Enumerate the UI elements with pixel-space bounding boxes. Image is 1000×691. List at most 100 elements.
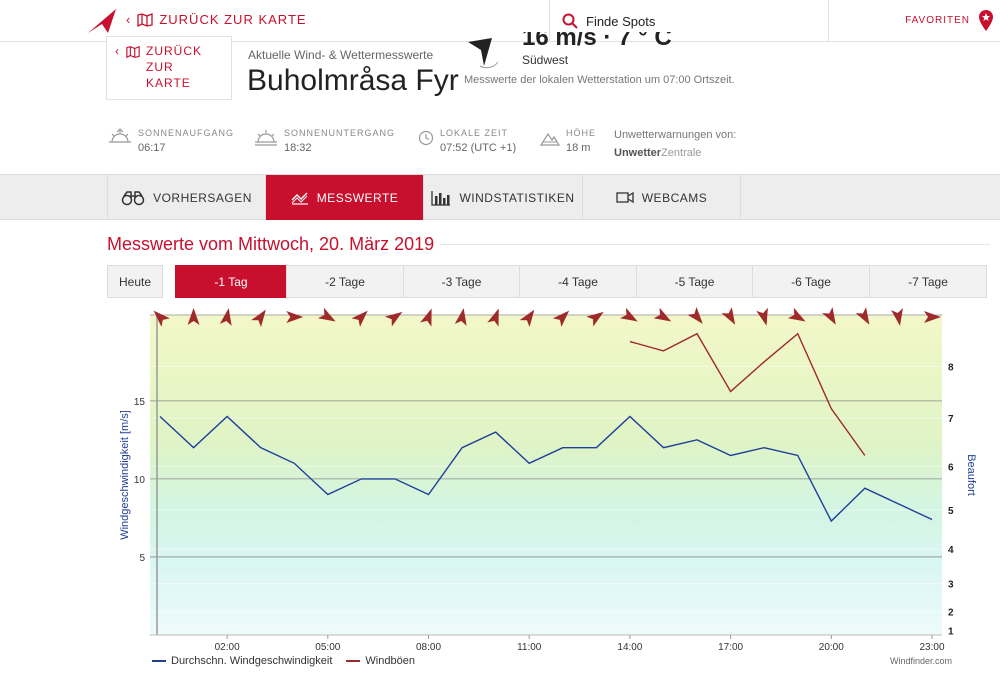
back-to-map-label: ZURÜCK ZUR KARTE	[159, 12, 307, 27]
tab-bar: VORHERSAGEN MESSWERTE WINDSTATISTIKEN WE…	[0, 174, 1000, 220]
back-to-map-link[interactable]: ‹ ZURÜCK ZUR KARTE	[126, 12, 307, 27]
location-pin-icon[interactable]	[978, 10, 994, 32]
wind-direction-arrow-shape	[822, 307, 836, 325]
wind-direction-arrow-shape	[153, 310, 170, 327]
beaufort-tick-label: 5	[948, 506, 954, 517]
wind-direction-arrow-shape	[721, 307, 736, 325]
sunrise-info: SONNENAUFGANG 06:17	[108, 128, 234, 154]
wind-direction-arrow-icon	[519, 309, 535, 327]
tab-forecasts[interactable]: VORHERSAGEN	[107, 175, 266, 220]
wind-direction-arrow-icon	[687, 307, 703, 324]
chevron-left-icon: ‹	[115, 44, 120, 58]
day-minus-1[interactable]: -1 Tag	[175, 265, 287, 298]
back-box-line1: ZURÜCK ZUR	[146, 44, 202, 74]
sunset-label: SONNENUNTERGANG	[284, 128, 396, 138]
legend-gusts-swatch	[346, 660, 361, 662]
day-minus-5[interactable]: -5 Tage	[636, 265, 753, 298]
wind-direction-arrow-shape	[756, 307, 768, 326]
chart-legend: Durchschn. Windgeschwindigkeit Windböen	[152, 655, 415, 667]
day-today[interactable]: Heute	[107, 265, 163, 298]
tab-wind-statistics[interactable]: WINDSTATISTIKEN	[424, 175, 583, 220]
beaufort-tick-label: 6	[948, 462, 954, 473]
tab-measurements[interactable]: MESSWERTE	[266, 175, 424, 220]
sunrise-value: 06:17	[138, 142, 166, 154]
wind-direction-arrow-icon	[855, 307, 870, 325]
day-minus-3[interactable]: -3 Tage	[403, 265, 520, 298]
wind-direction-arrow-icon	[721, 307, 736, 325]
search-field[interactable]: Finde Spots	[549, 0, 829, 42]
tab-webcams-label: WEBCAMS	[641, 190, 708, 205]
wind-direction-arrow-shape	[891, 308, 903, 326]
wind-direction-arrow-shape	[619, 307, 638, 322]
page-subtitle: Aktuelle Wind- & Wettermesswerte	[248, 48, 434, 62]
wind-direction-arrow-icon	[251, 309, 266, 327]
day-minus-6[interactable]: -6 Tage	[752, 265, 870, 298]
utc-offset: (UTC +1)	[470, 142, 517, 154]
wind-direction-arrow-shape	[586, 311, 604, 327]
chevron-left-icon: ‹	[126, 12, 132, 27]
wind-direction-arrow-icon	[420, 308, 432, 327]
unwetterzentrale-logo-light: Zentrale	[661, 147, 702, 159]
wind-direction-arrow-shape	[420, 308, 432, 327]
legend-avg-swatch	[152, 660, 166, 662]
height-info: HÖHE 18 m	[540, 128, 596, 154]
wind-direction-arrow-icon	[619, 307, 638, 322]
mountain-icon	[540, 132, 560, 146]
legend-gusts[interactable]: Windböen	[346, 655, 415, 667]
station-note: Messwerte der lokalen Wetterstation um 0…	[464, 74, 735, 86]
wind-direction-arrow-icon	[586, 311, 604, 327]
wind-direction-arrow-icon	[653, 307, 672, 322]
favorites-link[interactable]: FAVORITEN	[905, 15, 970, 26]
local-time-value: 07:52	[440, 142, 468, 154]
y-tick-label: 10	[134, 475, 146, 486]
wind-direction-arrow-icon	[468, 38, 499, 69]
wind-direction-arrow-icon	[351, 310, 368, 327]
day-minus-4[interactable]: -4 Tage	[519, 265, 637, 298]
x-tick-label: 17:00	[718, 642, 743, 652]
wind-direction-arrow-icon	[552, 310, 570, 327]
camera-icon	[616, 191, 634, 204]
beaufort-tick-label: 4	[948, 545, 954, 556]
wind-direction-arrow-icon	[924, 311, 941, 323]
wind-direction-arrow-icon	[153, 310, 170, 327]
binoculars-icon	[121, 190, 145, 205]
windfinder-logo-icon[interactable]	[86, 6, 120, 36]
wind-direction-arrow-shape	[384, 311, 403, 327]
wind-direction-arrow-icon	[822, 307, 836, 325]
wind-direction-arrow-shape	[787, 307, 806, 322]
unwetterzentrale-logo[interactable]: UnwetterZentrale	[614, 147, 701, 159]
wind-direction-arrow-shape	[351, 310, 368, 327]
tab-measurements-label: MESSWERTE	[316, 190, 399, 205]
back-to-map-box[interactable]: ‹ ZURÜCK ZUR KARTE	[106, 36, 232, 100]
wind-direction-arrow-shape	[552, 310, 570, 327]
day-selector: Heute -1 Tag -2 Tage -3 Tage -4 Tage -5 …	[107, 265, 988, 298]
wind-direction-arrow-icon	[487, 308, 499, 327]
wind-direction-arrow-icon	[891, 308, 903, 326]
gust-line	[629, 332, 866, 456]
bar-chart-icon	[431, 190, 451, 206]
x-tick-label: 11:00	[517, 642, 542, 652]
wind-direction-arrow-shape	[519, 309, 535, 327]
sunset-icon	[255, 130, 277, 146]
day-minus-2[interactable]: -2 Tage	[286, 265, 404, 298]
legend-avg[interactable]: Durchschn. Windgeschwindigkeit	[152, 655, 332, 667]
wind-direction-arrow-icon	[286, 311, 304, 323]
local-time-info: LOKALE ZEIT 07:52 (UTC +1)	[418, 128, 516, 154]
x-tick-label: 20:00	[819, 642, 844, 652]
wind-direction-arrow-shape	[687, 307, 703, 324]
chart-background	[150, 315, 942, 635]
tab-webcams[interactable]: WEBCAMS	[583, 175, 741, 220]
page-title: Buholmråsa Fyr	[247, 64, 459, 97]
wind-direction-arrow-shape	[487, 308, 499, 327]
sunset-value: 18:32	[284, 142, 312, 154]
height-label: HÖHE	[566, 128, 597, 138]
wind-direction-arrow-shape	[653, 307, 672, 322]
search-label: Finde Spots	[586, 13, 656, 29]
day-minus-7[interactable]: -7 Tage	[869, 265, 987, 298]
wind-direction-arrow-icon	[317, 307, 336, 322]
x-tick-label: 02:00	[215, 642, 240, 652]
beaufort-tick-label: 2	[948, 608, 954, 619]
sunset-info: SONNENUNTERGANG 18:32	[254, 128, 395, 154]
tab-forecasts-label: VORHERSAGEN	[153, 190, 252, 205]
local-time-label: LOKALE ZEIT	[440, 128, 509, 138]
